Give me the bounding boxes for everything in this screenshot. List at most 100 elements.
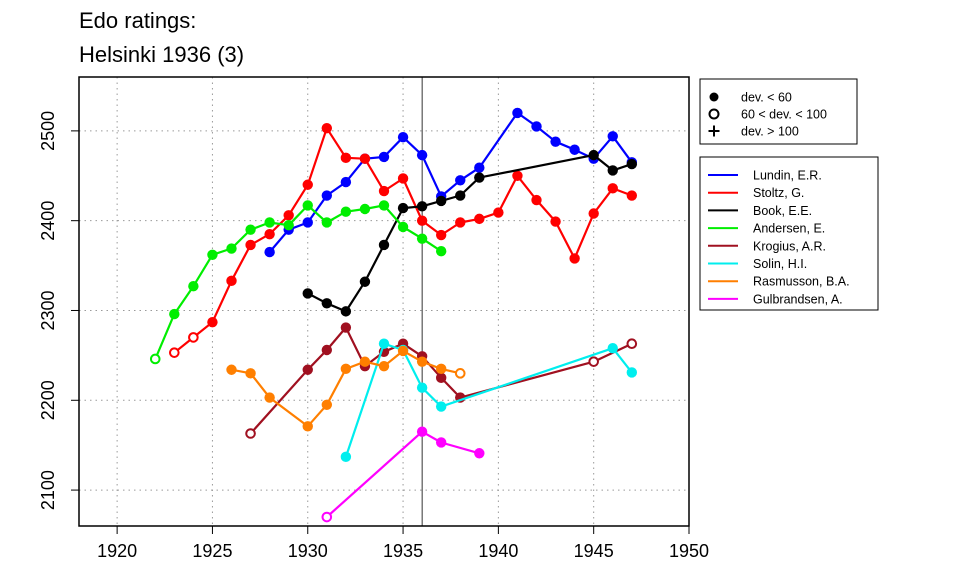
data-point — [245, 239, 256, 251]
data-point — [626, 158, 638, 170]
data-point — [302, 217, 313, 228]
series-line — [307, 154, 633, 313]
y-tick-label: 2500 — [38, 111, 58, 151]
legend-label: Rasmusson, B.A. — [753, 275, 850, 289]
data-point — [416, 233, 428, 244]
data-point — [302, 200, 313, 211]
data-point — [340, 152, 352, 164]
grid-lines — [79, 77, 690, 526]
data-point — [397, 221, 409, 233]
legend-label: Andersen, E. — [753, 222, 825, 236]
data-point — [359, 276, 371, 287]
data-point — [416, 426, 428, 437]
data-point — [169, 308, 180, 320]
data-point — [264, 246, 275, 258]
data-point — [607, 131, 618, 142]
data-point — [340, 206, 352, 217]
data-point — [550, 216, 561, 227]
data-point — [588, 149, 599, 161]
data-point — [512, 107, 523, 119]
x-tick-label: 1925 — [192, 541, 232, 561]
data-point — [397, 345, 409, 357]
data-point — [474, 213, 485, 225]
data-point — [226, 364, 237, 375]
data-point — [340, 451, 352, 463]
data-point — [435, 401, 447, 412]
data-point — [321, 122, 333, 134]
data-point — [378, 360, 390, 372]
x-tick-label: 1945 — [574, 541, 614, 561]
symbol-legend-label: dev. < 60 — [741, 91, 792, 105]
data-point — [264, 392, 275, 403]
data-point — [226, 243, 237, 254]
data-point — [455, 175, 466, 186]
data-point — [264, 228, 275, 240]
x-tick-label: 1940 — [478, 541, 518, 561]
series-6 — [226, 345, 466, 432]
series-legend-box — [699, 156, 879, 311]
data-point — [378, 151, 390, 163]
data-point-open — [169, 347, 180, 358]
data-point — [302, 364, 313, 375]
data-point — [416, 201, 428, 212]
data-point — [264, 217, 275, 228]
legend-label: Book, E.E. — [753, 204, 812, 218]
y-tick-label: 2200 — [38, 380, 58, 420]
data-point-open — [149, 353, 161, 365]
filled-circle-icon — [709, 92, 719, 102]
series-7 — [321, 426, 485, 523]
data-point — [302, 179, 313, 190]
series-line — [326, 430, 480, 518]
y-tick-label: 2100 — [38, 470, 58, 510]
data-point — [607, 165, 618, 176]
data-point — [569, 144, 580, 155]
y-axis: 2100 2200 2300 2400 2500 — [38, 111, 79, 510]
symbol-legend-label: dev. > 100 — [741, 125, 799, 139]
series-layer — [149, 107, 638, 523]
legend-label: Stoltz, G. — [753, 186, 804, 200]
data-point — [588, 208, 599, 219]
symbol-legend: dev. < 60 60 < dev. < 100 dev. > 100 — [699, 78, 858, 145]
data-point — [207, 316, 218, 328]
data-point — [416, 215, 428, 226]
legend-label: Gulbrandsen, A. — [753, 292, 843, 306]
series-2 — [302, 149, 638, 317]
series-line — [154, 204, 442, 360]
x-tick-label: 1935 — [383, 541, 423, 561]
series-0 — [264, 107, 638, 258]
data-point — [321, 217, 333, 228]
data-point — [493, 207, 504, 218]
data-point — [626, 367, 638, 378]
data-point — [302, 421, 313, 432]
data-point — [607, 342, 618, 354]
data-point — [245, 224, 256, 235]
data-point — [512, 170, 523, 181]
data-point — [435, 437, 447, 448]
data-point — [321, 190, 333, 201]
data-point — [359, 356, 371, 367]
data-point — [416, 356, 428, 367]
data-point — [474, 162, 485, 173]
data-point — [302, 288, 313, 299]
series-3 — [149, 200, 447, 365]
data-point-open — [626, 338, 638, 350]
data-point — [435, 363, 447, 375]
data-point — [340, 322, 352, 333]
x-axis: 1920 1925 1930 1935 1940 1945 1950 — [97, 526, 709, 561]
data-point-open — [454, 368, 466, 379]
series-1 — [169, 122, 638, 358]
data-point — [188, 281, 199, 292]
data-point — [359, 203, 371, 215]
plot-frame — [78, 76, 690, 527]
legend-label: Solin, H.I. — [753, 257, 807, 271]
data-point — [283, 219, 294, 231]
data-point — [378, 185, 390, 197]
data-point-open — [588, 356, 599, 367]
data-point — [531, 194, 542, 206]
data-point-open — [188, 332, 199, 343]
data-point — [207, 249, 218, 261]
data-point — [474, 172, 485, 183]
series-legend: Lundin, E.R. Stoltz, G. Book, E.E. Andersen… — [699, 156, 879, 311]
data-point — [340, 306, 352, 317]
